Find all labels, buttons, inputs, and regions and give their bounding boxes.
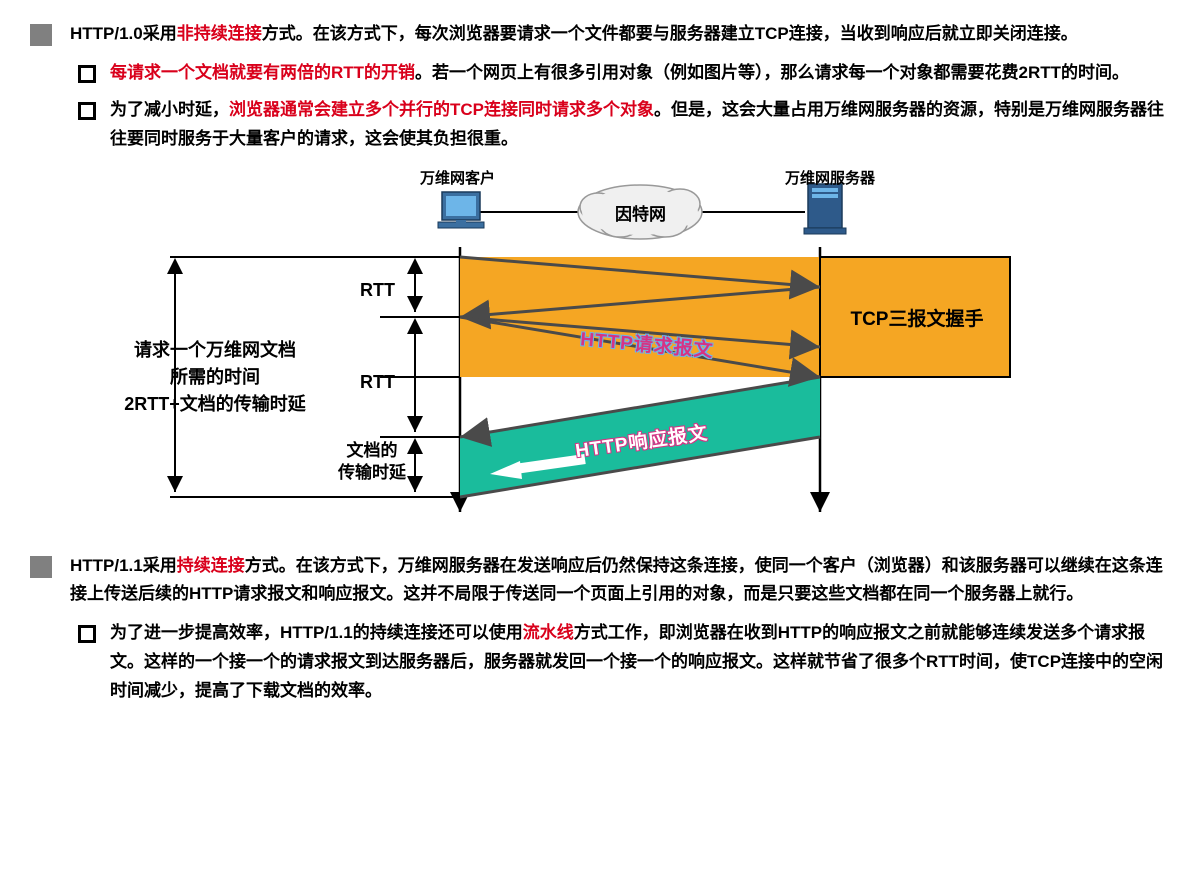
client-computer-icon [438,192,484,228]
bullet-square-icon [30,556,52,578]
server-icon [804,184,846,234]
t-red: 非持续连接 [177,24,262,43]
t-red: 流水线 [523,623,574,642]
hollow-square-icon [78,625,96,643]
bullet-http11: HTTP/1.1采用持续连接方式。在该方式下，万维网服务器在发送响应后仍然保持这… [30,552,1170,610]
rtt1-label: RTT [360,275,395,306]
t: 方式。在该方式下，每次浏览器要请求一个文件都要与服务器建立TCP连接，当收到响应… [262,24,1078,43]
timing-diagram: 万维网客户 万维网服务器 因特网 请求一个万维网文档 所需的时间 2RTT+文档… [120,172,1040,532]
bullet-text: HTTP/1.1采用持续连接方式。在该方式下，万维网服务器在发送响应后仍然保持这… [70,552,1170,610]
t-red: 持续连接 [177,556,245,575]
server-label: 万维网服务器 [785,166,875,192]
bullet-http10: HTTP/1.0采用非持续连接方式。在该方式下，每次浏览器要请求一个文件都要与服… [30,20,1170,49]
client-label: 万维网客户 [420,166,495,192]
sub-text: 每请求一个文档就要有两倍的RTT的开销。若一个网页上有很多引用对象（例如图片等）… [110,59,1170,88]
t: 为了减小时延， [110,100,229,119]
sub-bullet-1a: 每请求一个文档就要有两倍的RTT的开销。若一个网页上有很多引用对象（例如图片等）… [78,59,1170,88]
t: 。若一个网页上有很多引用对象（例如图片等），那么请求每一个对象都需要花费2RTT… [415,63,1129,82]
t: 为了进一步提高效率，HTTP/1.1的持续连接还可以使用 [110,623,523,642]
bullet-square-icon [30,24,52,46]
l2: 所需的时间 [100,364,330,391]
t: HTTP/1.0采用 [70,24,177,43]
sub-text: 为了减小时延，浏览器通常会建立多个并行的TCP连接同时请求多个对象。但是，这会大… [110,96,1170,154]
section-http11: HTTP/1.1采用持续连接方式。在该方式下，万维网服务器在发送响应后仍然保持这… [30,552,1170,706]
tcp-handshake-label: TCP三报文握手 [832,304,1002,336]
l3: 2RTT+文档的传输时延 [100,391,330,418]
rtt2-label: RTT [360,367,395,398]
hollow-square-icon [78,102,96,120]
cloud-label: 因特网 [615,201,666,230]
hollow-square-icon [78,65,96,83]
dl2: 传输时延 [338,462,406,484]
total-time-label: 请求一个万维网文档 所需的时间 2RTT+文档的传输时延 [100,337,330,418]
sub-text: 为了进一步提高效率，HTTP/1.1的持续连接还可以使用流水线方式工作，即浏览器… [110,619,1170,706]
sub-bullet-2a: 为了进一步提高效率，HTTP/1.1的持续连接还可以使用流水线方式工作，即浏览器… [78,619,1170,706]
l1: 请求一个万维网文档 [100,337,330,364]
docdelay-label: 文档的 传输时延 [338,440,406,484]
dl1: 文档的 [338,440,406,462]
t-red: 浏览器通常会建立多个并行的TCP连接同时请求多个对象 [229,100,654,119]
section-http10: HTTP/1.0采用非持续连接方式。在该方式下，每次浏览器要请求一个文件都要与服… [30,20,1170,154]
t: HTTP/1.1采用 [70,556,177,575]
sub-bullet-1b: 为了减小时延，浏览器通常会建立多个并行的TCP连接同时请求多个对象。但是，这会大… [78,96,1170,154]
bullet-text: HTTP/1.0采用非持续连接方式。在该方式下，每次浏览器要请求一个文件都要与服… [70,20,1170,49]
t-red: 每请求一个文档就要有两倍的RTT的开销 [110,63,415,82]
